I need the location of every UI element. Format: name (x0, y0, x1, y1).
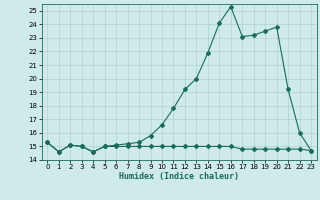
X-axis label: Humidex (Indice chaleur): Humidex (Indice chaleur) (119, 172, 239, 181)
